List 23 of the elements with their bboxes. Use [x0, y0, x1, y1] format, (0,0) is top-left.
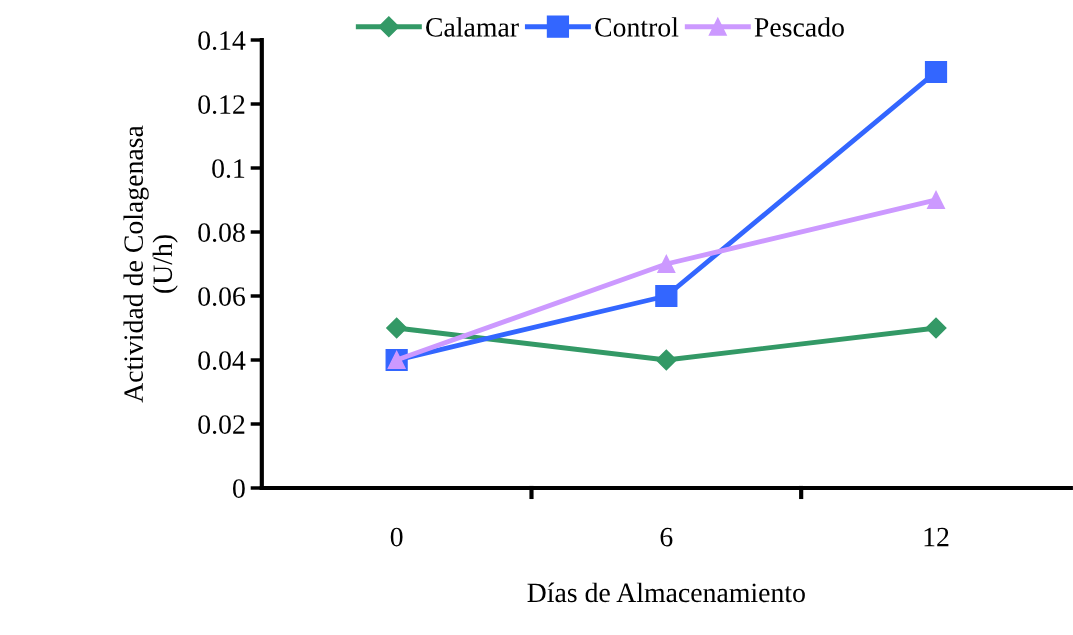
y-tick-label: 0.14: [198, 31, 246, 51]
point: [925, 317, 947, 339]
y-axis-title: Actividad de Colagenasa (U/h): [123, 125, 178, 403]
y-tick-label: 0.02: [198, 415, 245, 435]
legend-label: Calamar: [426, 17, 519, 37]
x-tick-label: 6: [660, 527, 673, 547]
y-tick-label: 0.12: [198, 95, 245, 115]
x-tick-label: 0: [390, 527, 403, 547]
point: [655, 284, 678, 308]
x-axis-title: Días de Almacenamiento: [527, 582, 805, 603]
y-tick-label: 0.04: [198, 351, 246, 371]
point: [926, 190, 946, 210]
y-tick-label: 0.06: [198, 287, 246, 307]
point: [924, 60, 948, 84]
y-tick-label: 0: [233, 479, 245, 498]
point: [386, 317, 408, 339]
y-tick-label: 0.08: [198, 223, 245, 243]
point: [657, 254, 676, 274]
y-tick-label: 0.1: [212, 159, 245, 179]
legend-label: Control: [595, 17, 679, 37]
point: [655, 349, 677, 371]
x-tick-label: 12: [924, 527, 949, 547]
legend-label: Pescado: [754, 17, 844, 37]
